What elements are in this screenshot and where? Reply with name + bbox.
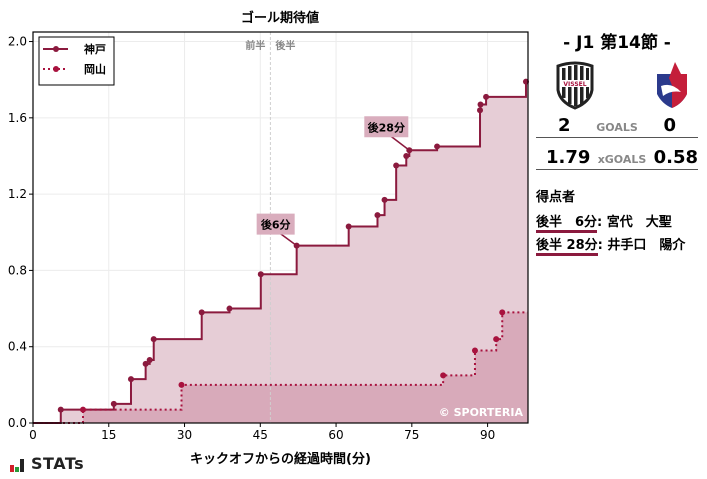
y-tick-label: 1.6 bbox=[8, 111, 27, 125]
x-tick-label: 90 bbox=[480, 428, 495, 442]
home-xg: 1.79 bbox=[546, 147, 591, 168]
away-goals: 0 bbox=[663, 115, 676, 136]
x-axis-label: キックオフからの経過時間(分) bbox=[190, 452, 371, 467]
legend-label: 神戸 bbox=[84, 42, 106, 56]
shot-marker bbox=[393, 162, 400, 169]
shot-marker bbox=[178, 381, 185, 388]
shot-marker bbox=[226, 305, 233, 312]
shot-marker bbox=[477, 107, 484, 114]
goal-annotation-label: 後28分 bbox=[368, 120, 405, 134]
scorer-name: : 井手口 陽介 bbox=[597, 238, 686, 253]
goals-label: GOALS bbox=[596, 121, 638, 134]
svg-text:VISSEL: VISSEL bbox=[563, 81, 586, 88]
chart-title: ゴール期待値 bbox=[241, 10, 319, 26]
shot-marker bbox=[110, 400, 117, 407]
shot-marker bbox=[146, 357, 153, 364]
shot-marker bbox=[374, 212, 381, 219]
x-tick-label: 30 bbox=[177, 428, 192, 442]
goal-annotation-label: 後6分 bbox=[261, 218, 291, 232]
shot-marker bbox=[142, 360, 149, 367]
match-round-title: - J1 第14節 - bbox=[563, 33, 671, 53]
x-tick-label: 0 bbox=[29, 428, 37, 442]
y-tick-label: 0.8 bbox=[8, 263, 27, 277]
legend-marker bbox=[53, 66, 59, 72]
shot-marker bbox=[80, 406, 87, 413]
series-line bbox=[33, 80, 528, 424]
xgoals-row: 1.79 xGOALS 0.58 bbox=[536, 147, 698, 170]
vissel-kobe-crest-icon: VISSEL bbox=[556, 61, 594, 110]
fagiano-okayama-crest-icon bbox=[657, 62, 687, 108]
goals-row: 2 GOALS 0 bbox=[536, 115, 698, 138]
shot-marker bbox=[434, 143, 441, 150]
legend-marker bbox=[53, 46, 59, 52]
legend-box bbox=[38, 36, 115, 86]
y-tick-label: 0.4 bbox=[8, 340, 27, 354]
plot-frame bbox=[32, 31, 529, 424]
bar-chart-icon bbox=[10, 458, 24, 472]
xgoals-label: xGOALS bbox=[597, 153, 647, 166]
second-half-label: 後半 bbox=[275, 39, 295, 52]
copyright-watermark: © SPORTERIA bbox=[439, 406, 524, 419]
shot-marker bbox=[381, 196, 388, 203]
scorers-title: 得点者 bbox=[536, 190, 576, 205]
away-xg: 0.58 bbox=[653, 147, 698, 168]
series-fill bbox=[33, 81, 528, 423]
shot-marker bbox=[403, 152, 410, 159]
first-half-label: 前半 bbox=[245, 39, 265, 52]
x-tick-label: 45 bbox=[253, 428, 268, 442]
shot-marker bbox=[150, 336, 157, 343]
scorer-time: 後半 6分 bbox=[536, 215, 598, 233]
shot-marker bbox=[440, 372, 447, 379]
y-tick-label: 2.0 bbox=[8, 35, 27, 49]
brand-name: STATs bbox=[31, 454, 85, 473]
shot-marker bbox=[483, 93, 490, 100]
stats-brand-logo: STATs bbox=[10, 456, 84, 472]
series-fill bbox=[33, 312, 528, 423]
scorer-name: : 宮代 大聖 bbox=[597, 215, 672, 230]
goal-annotation-box bbox=[364, 116, 409, 138]
shot-marker bbox=[127, 376, 134, 383]
x-tick-label: 60 bbox=[328, 428, 343, 442]
y-tick-label: 1.2 bbox=[8, 187, 27, 201]
home-goals: 2 bbox=[558, 115, 571, 136]
scorer-item: 後半 28分: 井手口 陽介 bbox=[536, 234, 686, 256]
x-tick-label: 15 bbox=[101, 428, 116, 442]
shot-marker bbox=[198, 309, 205, 316]
legend-label: 岡山 bbox=[84, 62, 106, 76]
shot-marker bbox=[257, 271, 264, 278]
y-tick-label: 0.0 bbox=[8, 416, 27, 430]
shot-marker bbox=[345, 223, 352, 230]
scorer-item: 後半 6分: 宮代 大聖 bbox=[536, 211, 672, 233]
shot-marker bbox=[471, 347, 478, 354]
scorer-time: 後半 28分 bbox=[536, 238, 598, 256]
x-tick-label: 75 bbox=[404, 428, 419, 442]
shot-marker bbox=[57, 406, 64, 413]
goal-annotation-box bbox=[256, 213, 295, 235]
shot-marker bbox=[477, 101, 484, 108]
shot-marker bbox=[493, 336, 500, 343]
shot-marker bbox=[499, 309, 506, 316]
